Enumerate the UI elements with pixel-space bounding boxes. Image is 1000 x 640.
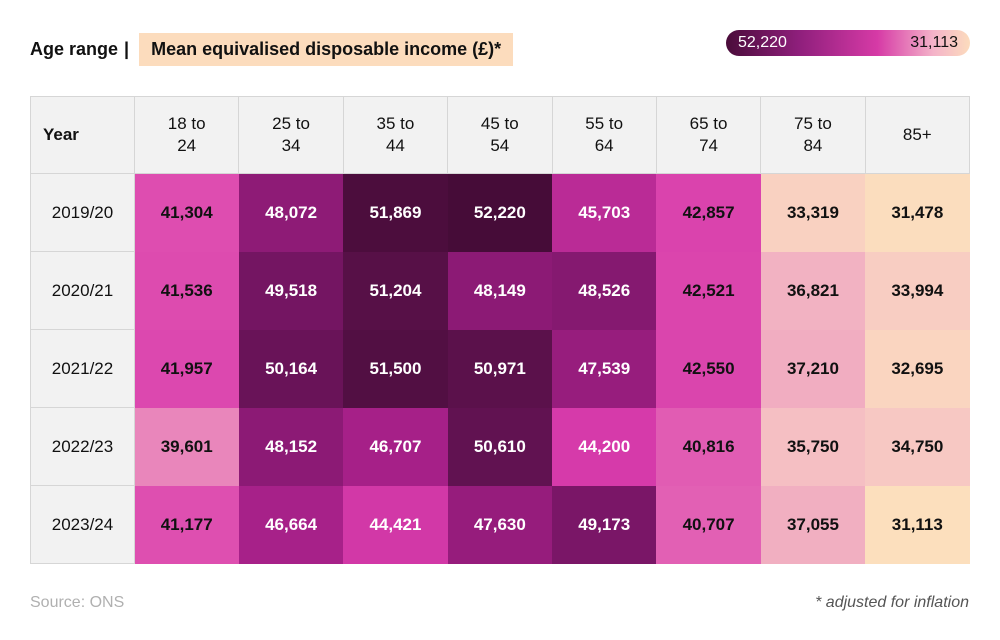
age-column-header: 55 to 64 (551, 96, 657, 174)
age-range-label: Age range (30, 39, 119, 59)
heatmap-cell: 31,478 (865, 173, 970, 252)
age-column-header: 65 to 74 (655, 96, 762, 174)
heatmap-cell: 39,601 (134, 407, 239, 486)
metric-title: Mean equivalised disposable income (£)* (139, 33, 514, 66)
table-row: 2023/24 41,177 46,664 44,421 47,630 49,173 40,… (30, 485, 970, 564)
heatmap-cell: 42,550 (656, 329, 761, 408)
scale-min-label: 31,113 (910, 34, 958, 51)
table-row: 2022/23 39,601 48,152 46,707 50,610 44,200 40,… (30, 407, 970, 486)
heatmap-cell: 36,821 (760, 251, 866, 330)
color-scale-legend: 52,220 31,113 (726, 30, 970, 56)
year-cell: 2023/24 (30, 485, 135, 564)
heatmap-cell: 44,200 (552, 407, 657, 486)
heatmap-cell: 49,173 (552, 485, 657, 564)
heatmap-cell: 47,630 (447, 485, 552, 564)
year-cell: 2021/22 (30, 329, 135, 408)
year-cell: 2022/23 (30, 407, 135, 486)
age-column-header-label: 85+ (902, 125, 932, 144)
heatmap-cell: 41,304 (134, 173, 239, 252)
heatmap-cell: 33,319 (760, 173, 866, 252)
heatmap-table: Year 18 to 24 25 to 34 35 to 44 45 to 54 55 … (30, 96, 971, 564)
age-column-header: 25 to 34 (238, 96, 344, 174)
heatmap-cell: 52,220 (447, 173, 552, 252)
heatmap-cell: 47,539 (552, 329, 657, 408)
header-row: Year 18 to 24 25 to 34 35 to 44 45 to 54 55 … (30, 96, 971, 174)
heatmap-cell: 46,664 (238, 485, 344, 564)
heatmap-cell: 50,971 (447, 329, 552, 408)
age-column-header-label: 45 to 54 (480, 114, 519, 155)
heatmap-cell: 46,707 (343, 407, 448, 486)
heatmap-cell: 51,500 (343, 329, 448, 408)
table-row: 2019/20 41,304 48,072 51,869 52,220 45,703 42,… (30, 173, 970, 252)
age-column-header: 45 to 54 (447, 96, 553, 174)
footnote: * adjusted for inflation (815, 594, 969, 611)
age-column-header-label: 25 to 34 (272, 114, 310, 155)
heatmap-cell: 48,149 (447, 251, 552, 330)
heatmap-cell: 40,707 (656, 485, 761, 564)
heatmap-cell: 49,518 (238, 251, 344, 330)
heatmap-cell: 32,695 (865, 329, 970, 408)
heatmap-cell: 41,177 (134, 485, 239, 564)
year-cell: 2019/20 (30, 173, 135, 252)
age-column-header-label: 18 to 24 (167, 114, 206, 155)
year-column-header: Year (30, 96, 135, 174)
table-row: 2021/22 41,957 50,164 51,500 50,971 47,539 42,… (30, 329, 970, 408)
heatmap-cell: 48,072 (238, 173, 344, 252)
age-column-header-label: 75 to 84 (794, 114, 832, 155)
heatmap-cell: 41,957 (134, 329, 239, 408)
age-column-header: 75 to 84 (760, 96, 866, 174)
heatmap-cell: 33,994 (865, 251, 970, 330)
heatmap-cell: 34,750 (865, 407, 970, 486)
age-column-header: 18 to 24 (133, 96, 240, 174)
table-row: 2020/21 41,536 49,518 51,204 48,149 48,526 42,… (30, 251, 970, 330)
heatmap-cell: 51,204 (343, 251, 448, 330)
heatmap-cell: 37,055 (760, 485, 866, 564)
heatmap-cell: 50,610 (447, 407, 552, 486)
heatmap-cell: 31,113 (865, 485, 970, 564)
heatmap-cell: 42,521 (656, 251, 761, 330)
age-column-header: 85+ (864, 96, 971, 174)
source-note: Source: ONS (30, 594, 125, 611)
age-column-header-label: 65 to 74 (689, 114, 728, 155)
heatmap-cell: 51,869 (343, 173, 448, 252)
heatmap-cell: 48,152 (238, 407, 344, 486)
chart-header: Age range | Mean equivalised disposable … (30, 33, 514, 66)
heatmap-body: 2019/20 41,304 48,072 51,869 52,220 45,703 42,… (30, 173, 970, 564)
heatmap-cell: 35,750 (760, 407, 866, 486)
heatmap-cell: 42,857 (656, 173, 761, 252)
heatmap-cell: 41,536 (134, 251, 239, 330)
heatmap-cell: 37,210 (760, 329, 866, 408)
age-column-header-label: 35 to 44 (376, 114, 415, 155)
age-column-header: 35 to 44 (342, 96, 449, 174)
header-separator: | (124, 39, 130, 59)
heatmap-cell: 40,816 (656, 407, 761, 486)
heatmap-cell: 45,703 (552, 173, 657, 252)
heatmap-cell: 48,526 (552, 251, 657, 330)
scale-max-label: 52,220 (738, 34, 787, 51)
age-column-header-label: 55 to 64 (585, 114, 624, 155)
heatmap-cell: 50,164 (238, 329, 344, 408)
year-cell: 2020/21 (30, 251, 135, 330)
heatmap-cell: 44,421 (343, 485, 448, 564)
